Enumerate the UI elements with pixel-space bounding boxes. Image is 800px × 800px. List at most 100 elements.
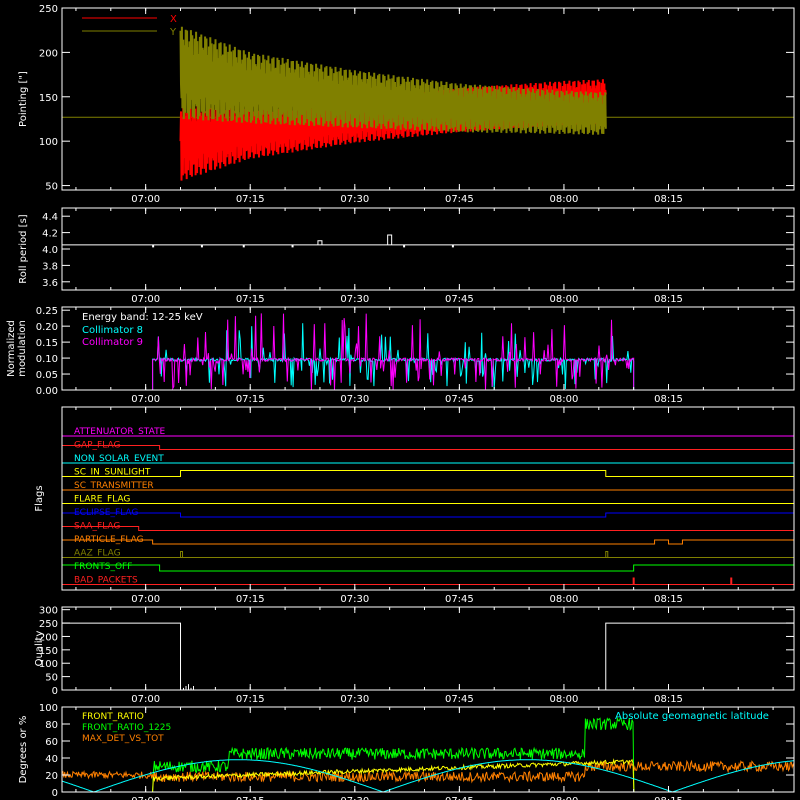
ratios-xtick-label: 07:45 xyxy=(445,796,474,800)
pointing-legend-label: Y xyxy=(169,27,177,38)
ratios-ytick-label: 20 xyxy=(45,771,58,782)
roll-ytick-label: 4.4 xyxy=(42,212,58,223)
ratios-frame xyxy=(61,706,795,793)
pointing-xtick-label: 08:00 xyxy=(550,194,579,205)
flags-xtick-label: 07:00 xyxy=(131,594,160,605)
ratios-ytick-label: 60 xyxy=(45,737,58,748)
flag-label-ATTENUATOR_STATE: ATTENUATOR_STATE xyxy=(74,427,166,437)
pointing-ytick-label: 50 xyxy=(45,182,58,193)
flags-xtick-label: 07:15 xyxy=(236,594,265,605)
ratios-series-front-ratio-1225 xyxy=(62,716,794,793)
quality-xtick-label: 08:00 xyxy=(550,694,579,705)
flag-line-PARTICLE_FLAG xyxy=(62,539,794,545)
flag-line-SAA_FLAG xyxy=(62,526,794,531)
roll-xtick-label: 07:30 xyxy=(340,294,369,305)
quality-ytick-label: 300 xyxy=(39,606,58,617)
plot-data xyxy=(61,26,795,793)
flag-label-PARTICLE_FLAG: PARTICLE_FLAG xyxy=(74,535,144,545)
ratios-xtick-label: 07:00 xyxy=(131,796,160,800)
flags-xtick-label: 07:30 xyxy=(340,594,369,605)
roll-xtick-label: 08:00 xyxy=(550,294,579,305)
flag-label-ECLIPSE_FLAG: ECLIPSE_FLAG xyxy=(74,508,138,518)
flag-label-GAP_FLAG: GAP_FLAG xyxy=(74,441,120,451)
modulation-xtick-label: 08:00 xyxy=(550,394,579,405)
quality-ytick-label: 100 xyxy=(39,659,58,670)
modulation-ytick-label: 0.00 xyxy=(36,386,58,397)
flag-aaz-pulse xyxy=(180,551,184,558)
quality-line xyxy=(62,622,794,691)
modulation-legend-label: Collimator 9 xyxy=(82,337,143,348)
modulation-ytick-label: 0.20 xyxy=(36,322,58,333)
flag-label-SC_TRANSMITTER: SC_TRANSMITTER xyxy=(74,481,154,491)
ratios-ytick-label: 80 xyxy=(45,720,58,731)
pointing-legend-label: X xyxy=(170,14,177,25)
roll-ytick-label: 4.2 xyxy=(42,229,58,240)
pointing-xtick-label: 07:45 xyxy=(445,194,474,205)
roll-line xyxy=(62,244,794,248)
flag-label-SAA_FLAG: SAA_FLAG xyxy=(74,522,120,532)
labels: 07:00 07:15 07:30 07:45 08:00 08:15 50 100 150 20… xyxy=(6,4,769,800)
modulation-ytick-label: 0.10 xyxy=(36,354,58,365)
modulation-frame xyxy=(61,306,795,391)
ratios-legend-label: MAX_DET_VS_TOT xyxy=(82,734,164,744)
roll-ylabel: Roll period [s] xyxy=(18,214,29,283)
roll-spike xyxy=(317,240,323,245)
flags-xtick-label: 08:15 xyxy=(654,594,683,605)
flag-label-SC_IN_SUNLIGHT: SC_IN_SUNLIGHT xyxy=(74,468,151,478)
pointing-ylabel: Pointing ["] xyxy=(18,71,29,127)
pointing-ytick-label: 250 xyxy=(39,4,58,15)
quality-xtick-label: 07:15 xyxy=(236,694,265,705)
ratios-legend-label: FRONT_RATIO_1225 xyxy=(82,723,171,733)
flags-ylabel: Flags xyxy=(34,485,45,511)
flag-line-SC_IN_SUNLIGHT xyxy=(62,470,794,477)
ratios-ylabel: Degrees or % xyxy=(18,716,29,784)
roll-xtick-label: 08:15 xyxy=(654,294,683,305)
flag-label-FRONTS_OFF: FRONTS_OFF xyxy=(74,562,132,572)
roll-spike xyxy=(387,234,393,245)
quality-xtick-label: 08:15 xyxy=(654,694,683,705)
roll-xtick-label: 07:45 xyxy=(445,294,474,305)
modulation-annotation: Energy band: 12-25 keV xyxy=(82,312,203,323)
pointing-frame xyxy=(61,7,795,191)
modulation-xtick-label: 07:00 xyxy=(131,394,160,405)
flag-line-ECLIPSE_FLAG xyxy=(62,512,794,518)
quality-ylabel: Quality xyxy=(34,631,45,667)
pointing-ytick-label: 100 xyxy=(39,137,58,148)
flags-xtick-label: 08:00 xyxy=(550,594,579,605)
pointing-ytick-label: 200 xyxy=(39,48,58,59)
ratios-xtick-label: 07:15 xyxy=(236,796,265,800)
roll-ytick-label: 3.6 xyxy=(42,278,58,289)
flag-label-NON_SOLAR_EVENT: NON_SOLAR_EVENT xyxy=(74,454,164,464)
ratios-ytick-label: 0 xyxy=(52,788,58,799)
quality-xtick-label: 07:00 xyxy=(131,694,160,705)
modulation-xtick-label: 07:30 xyxy=(340,394,369,405)
modulation-ytick-label: 0.05 xyxy=(36,370,58,381)
quality-ytick-label: 250 xyxy=(39,619,58,630)
flag-label-FLARE_FLAG: FLARE_FLAG xyxy=(74,495,130,505)
flag-label-AAZ_FLAG: AAZ_FLAG xyxy=(74,549,121,559)
pointing-series-Y xyxy=(179,26,607,135)
modulation-xtick-label: 08:15 xyxy=(654,394,683,405)
pointing-xtick-label: 08:15 xyxy=(654,194,683,205)
roll-xtick-label: 07:15 xyxy=(236,294,265,305)
quality-ytick-label: 50 xyxy=(45,673,58,684)
flag-label-BAD_PACKETS: BAD_PACKETS xyxy=(74,576,138,586)
ratios-xtick-label: 08:15 xyxy=(654,796,683,800)
roll-ytick-label: 3.8 xyxy=(42,261,58,272)
modulation-xtick-label: 07:45 xyxy=(445,394,474,405)
pointing-xtick-label: 07:15 xyxy=(236,194,265,205)
axes xyxy=(61,7,795,793)
quality-frame xyxy=(61,606,795,691)
flag-aaz-pulse xyxy=(605,551,609,558)
ratios-ytick-label: 40 xyxy=(45,754,58,765)
pointing-xtick-label: 07:30 xyxy=(340,194,369,205)
flags-frame xyxy=(61,406,795,591)
modulation-ytick-label: 0.25 xyxy=(36,306,58,317)
flags-xtick-label: 07:45 xyxy=(445,594,474,605)
quality-xtick-label: 07:30 xyxy=(340,694,369,705)
pointing-ytick-label: 150 xyxy=(39,93,58,104)
modulation-xtick-label: 07:15 xyxy=(236,394,265,405)
ratios-ytick-label: 100 xyxy=(39,703,58,714)
quality-ytick-label: 200 xyxy=(39,632,58,643)
